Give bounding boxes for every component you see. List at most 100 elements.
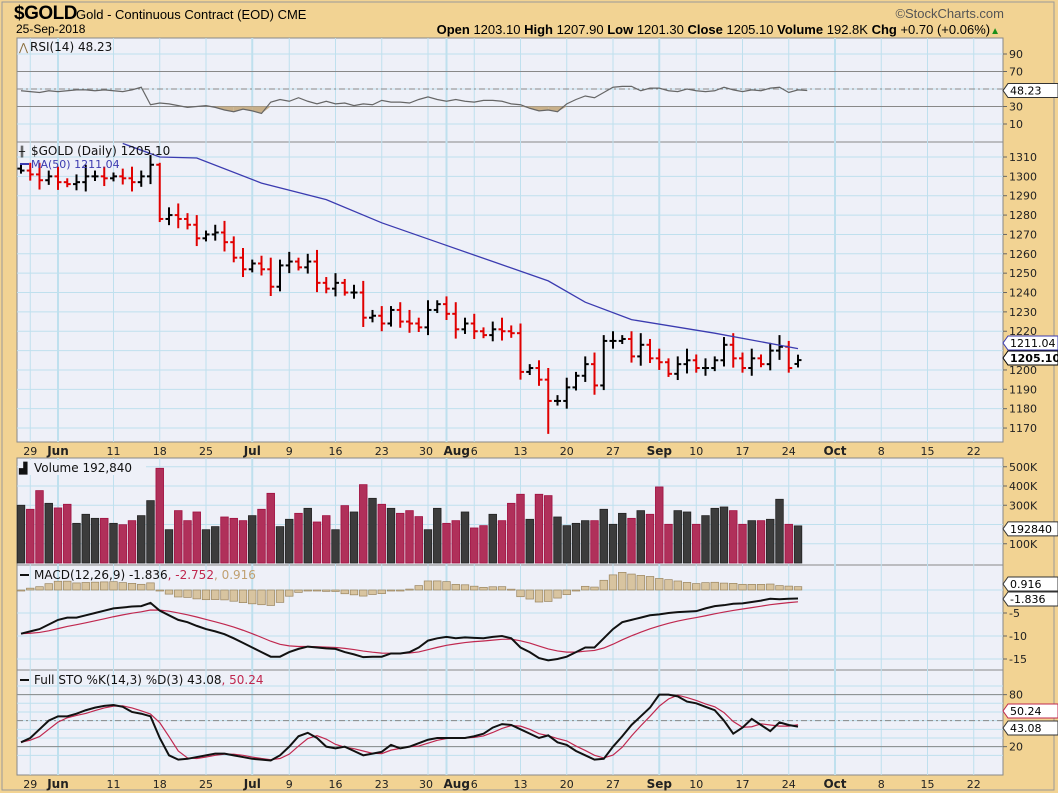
volume-bar (756, 520, 766, 564)
volume-bar (460, 511, 470, 564)
price-bar (396, 302, 404, 328)
volume-bar (405, 510, 414, 564)
macd-histogram-bar (137, 583, 146, 591)
volume-bar (423, 529, 433, 564)
volume-bar (627, 517, 636, 564)
price-bar (628, 331, 635, 363)
macd-value: MACD(12,26,9) -1.836 (34, 568, 168, 582)
x-tick-label: Aug (444, 777, 470, 791)
brand-link[interactable]: ©StockCharts.com (895, 6, 1004, 21)
rsi-oversold-fill (233, 106, 243, 112)
price-bar (285, 251, 293, 274)
macd-histogram-bar (599, 579, 608, 591)
price-bar (17, 164, 25, 174)
price-bar (110, 172, 117, 182)
instrument-name-text: Gold - Continuous Contract (EOD) (76, 7, 274, 22)
price-bar (239, 247, 247, 278)
price-bar (174, 203, 182, 229)
price-bar (147, 155, 154, 185)
volume-bar (571, 522, 581, 564)
price-bar (572, 371, 580, 391)
volume-bar (525, 518, 534, 564)
volume-bar (599, 508, 608, 564)
x-tick-label: Sep (647, 777, 673, 791)
macd-histogram-bar (155, 589, 164, 592)
volume-bar (183, 520, 192, 564)
x-tick-label: 9 (286, 778, 293, 791)
price-bar (73, 174, 80, 191)
price-axis-label: 1290 (1009, 190, 1037, 203)
volume-axis-label: 500K (1009, 461, 1038, 474)
price-bar (137, 170, 145, 187)
macd-histogram-bar (100, 581, 109, 591)
chart-date: 25-Sep-2018 (16, 22, 86, 36)
macd-panel (16, 564, 1004, 671)
volume-bar (747, 520, 756, 564)
x-tick-label: Oct (823, 444, 846, 458)
volume-bar (719, 506, 729, 564)
volume-bar (692, 523, 701, 564)
price-bar (406, 309, 413, 333)
macd-value-tag-box (1002, 591, 1058, 607)
volume-bar (72, 522, 81, 564)
price-panel (16, 141, 1004, 443)
x-tick-label: 29 (23, 445, 37, 458)
price-axis-label: 1260 (1009, 248, 1037, 261)
volume-bar (581, 520, 590, 564)
price-bar (544, 368, 552, 434)
price-bar (637, 333, 645, 366)
x-tick-label: 6 (471, 778, 478, 791)
price-bar (618, 335, 626, 345)
x-tick-label: 20 (560, 445, 574, 458)
volume-bar (90, 517, 100, 564)
ma-label: MA(50) 1211.04 (31, 158, 120, 171)
volume-value: 192.8K (826, 22, 868, 37)
price-bar (461, 317, 469, 334)
price-bar (776, 335, 783, 360)
x-tick-label: 11 (107, 778, 121, 791)
x-tick-label: 24 (782, 778, 796, 791)
price-bar (248, 259, 256, 273)
volume-bar (396, 512, 405, 564)
price-bar (128, 166, 136, 192)
macd-hist-tag: 0.916 (1010, 578, 1042, 591)
volume-value-tag-box (1002, 521, 1058, 537)
x-tick-label: 25 (199, 778, 213, 791)
volume-bar (349, 511, 359, 564)
volume-value-tag: 192840 (1010, 523, 1052, 536)
price-axis-label: 1170 (1009, 422, 1037, 435)
macd-histogram-bar (451, 584, 460, 591)
volume-bar (238, 520, 248, 564)
volume-bar (257, 508, 266, 564)
rsi-oversold-fill (243, 106, 253, 111)
x-tick-label: 29 (23, 778, 37, 791)
volume-bar (775, 498, 784, 564)
macd-histogram-bar (729, 583, 738, 591)
volume-bar (137, 515, 146, 564)
macd-histogram-bar (423, 580, 433, 591)
macd-histogram-bar (303, 589, 312, 592)
x-tick-label: 13 (514, 778, 528, 791)
macd-histogram-bar (784, 585, 793, 591)
macd-histogram-bar (534, 589, 544, 603)
volume-bar (100, 517, 109, 564)
price-bar (554, 395, 561, 406)
price-axis-label: 1280 (1009, 209, 1037, 222)
price-bar (433, 300, 441, 314)
price-axis-label: 1190 (1009, 383, 1037, 396)
price-bar (415, 317, 423, 333)
macd-histogram-bar (53, 580, 63, 591)
macd-histogram-bar (414, 585, 423, 591)
price-bar (757, 354, 765, 368)
volume-bar (109, 522, 118, 564)
sto-k-tag-box (1002, 720, 1058, 736)
x-tick-label: 25 (199, 445, 213, 458)
macd-signal-value: , -2.752 (168, 568, 214, 582)
volume-bar (562, 525, 571, 564)
open-label: Open (436, 22, 470, 37)
macd-histogram-bar (396, 589, 405, 592)
macd-histogram-bar (90, 581, 100, 591)
volume-bar (201, 529, 211, 564)
price-bar (350, 284, 358, 299)
macd-histogram-bar (192, 589, 201, 600)
